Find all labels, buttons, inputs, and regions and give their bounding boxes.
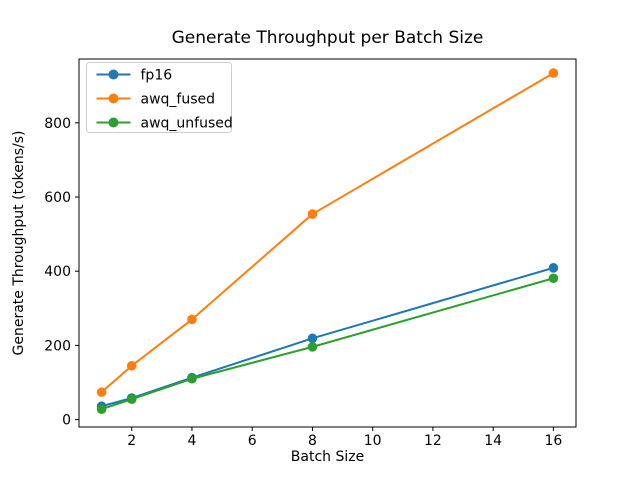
x-tick-label: 10 [364, 433, 382, 449]
y-tick-label: 200 [44, 338, 71, 354]
data-point-awq_fused [96, 387, 107, 397]
y-tick-label: 0 [62, 413, 71, 429]
data-point-awq_fused [187, 314, 197, 325]
legend-label-awq_unfused: awq_unfused [141, 116, 233, 132]
data-point-awq_unfused [187, 373, 197, 384]
legend-label-awq_fused: awq_fused [141, 92, 216, 108]
data-point-awq_fused [126, 360, 137, 371]
x-tick-label: 12 [424, 433, 442, 449]
x-tick-label: 2 [127, 433, 136, 449]
x-tick-label: 6 [248, 433, 257, 449]
data-point-awq_unfused [126, 394, 137, 404]
y-tick-label: 400 [44, 264, 71, 280]
legend-label-fp16: fp16 [141, 68, 173, 84]
legend-marker-awq_fused [108, 93, 119, 104]
data-point-awq_unfused [307, 342, 318, 352]
y-tick-label: 800 [44, 116, 71, 132]
data-point-awq_unfused [96, 404, 107, 414]
legend-marker-fp16 [108, 69, 119, 80]
data-point-awq_fused [548, 68, 559, 78]
x-tick-label: 4 [187, 433, 196, 449]
legend-box [86, 62, 232, 133]
x-axis-label: Batch Size [291, 449, 364, 465]
x-tick-label: 14 [484, 433, 502, 449]
data-point-awq_unfused [548, 273, 559, 284]
x-tick-label: 8 [308, 433, 317, 449]
data-point-fp16 [548, 263, 559, 273]
data-point-awq_fused [307, 209, 318, 219]
data-point-fp16 [307, 333, 318, 344]
y-axis-label: Generate Throughput (tokens/s) [11, 131, 27, 356]
chart-title: Generate Throughput per Batch Size [172, 28, 484, 48]
y-tick-label: 600 [44, 190, 71, 206]
x-tick-label: 16 [544, 433, 562, 449]
legend-marker-awq_unfused [108, 117, 119, 128]
